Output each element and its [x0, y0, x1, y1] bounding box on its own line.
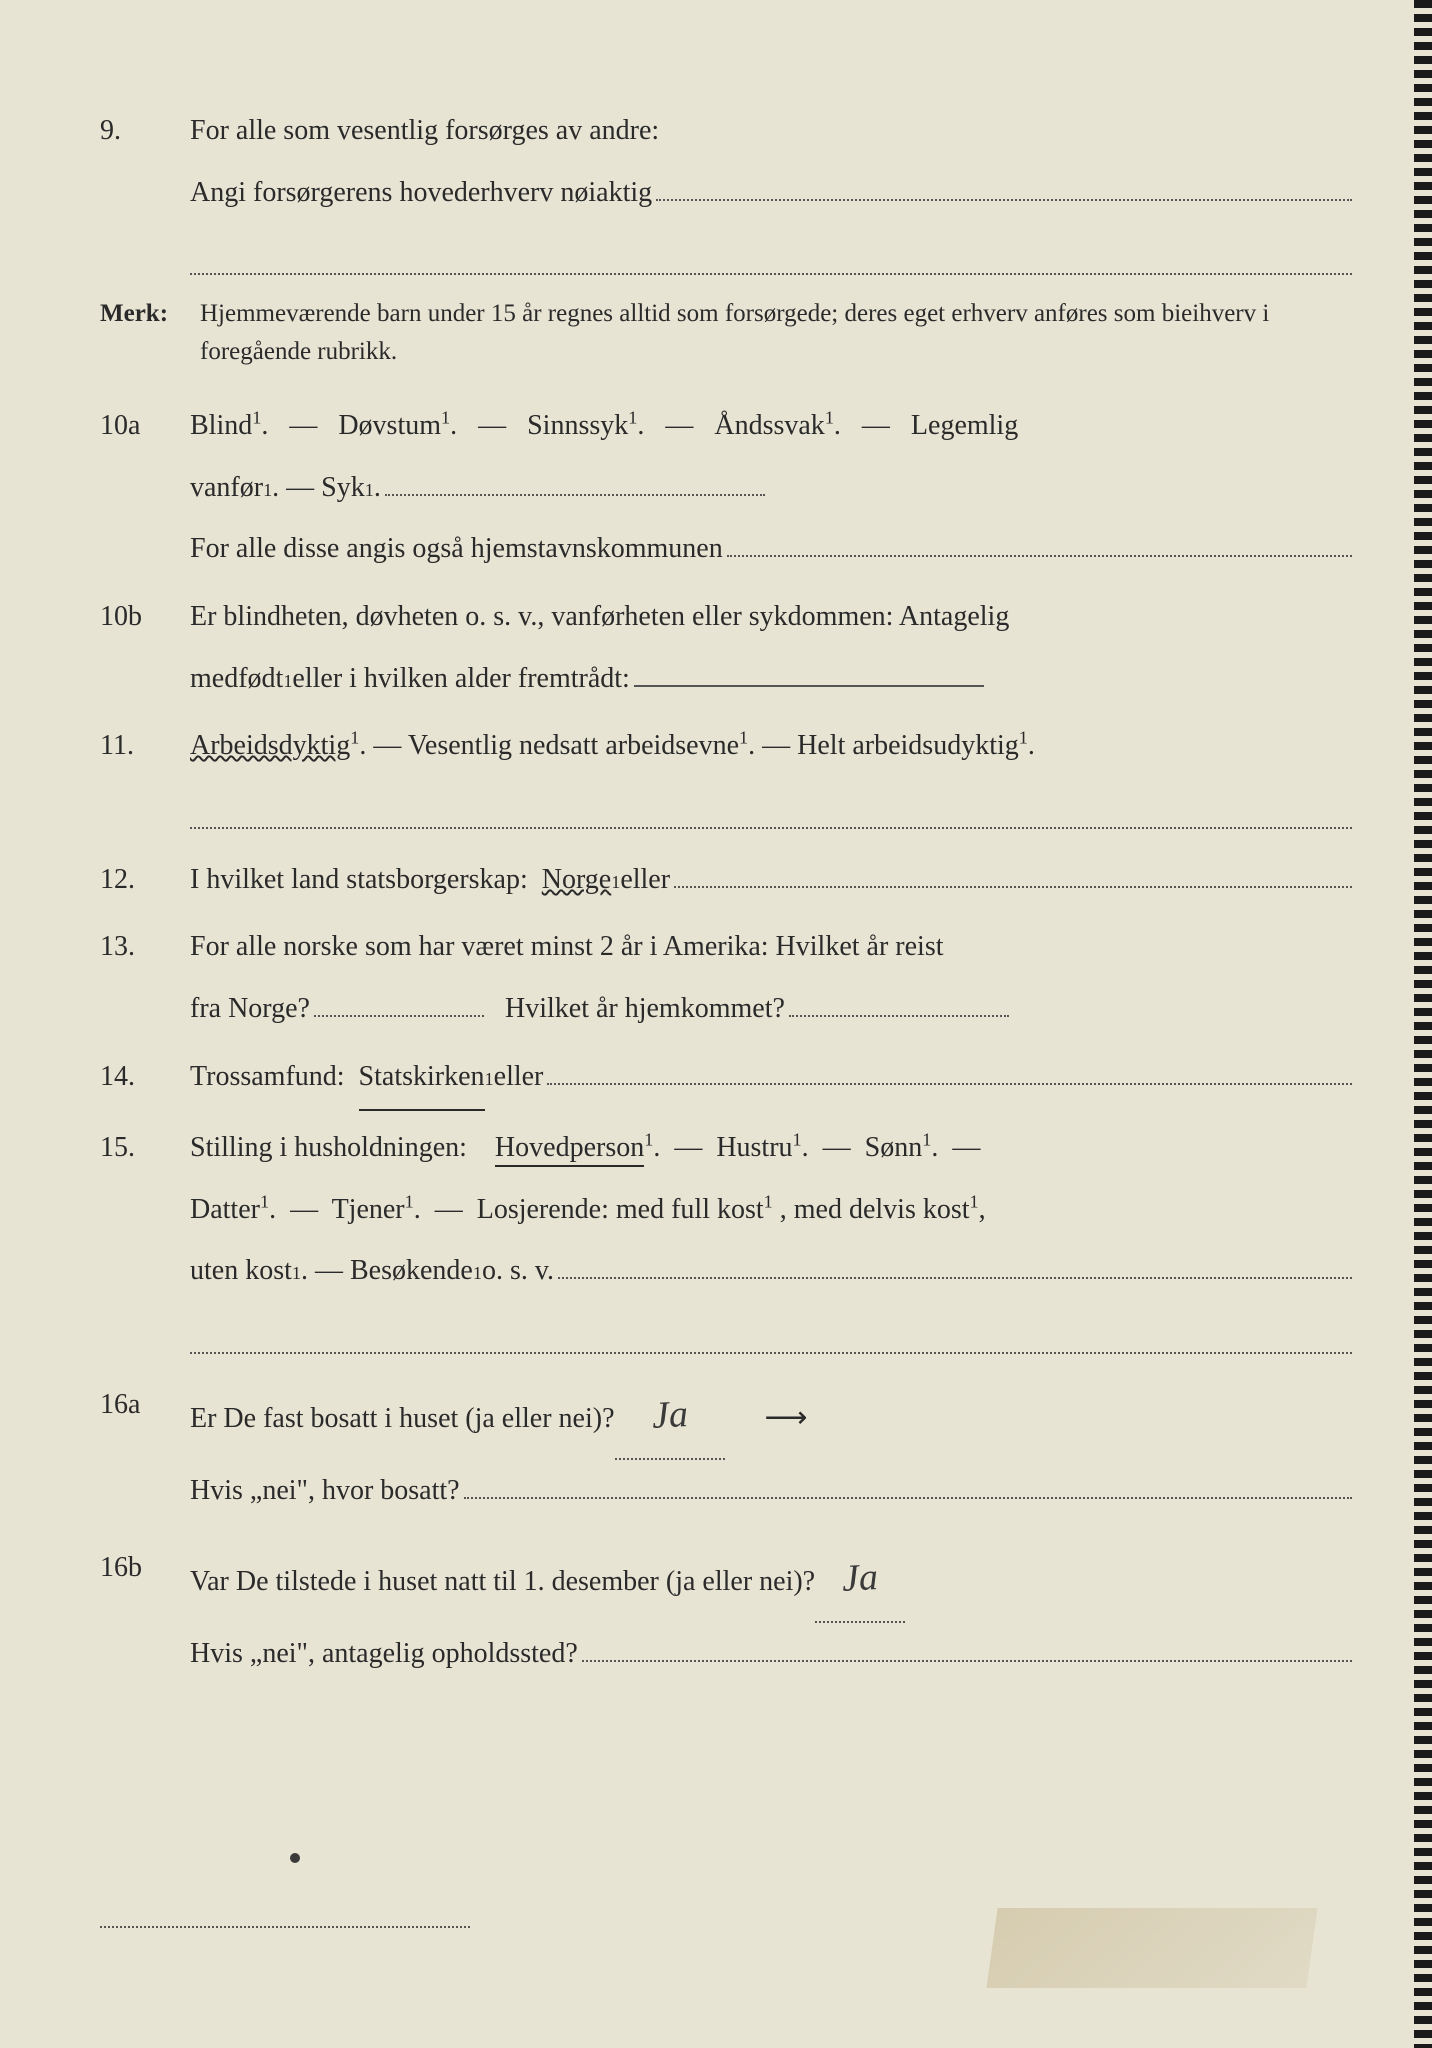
q13-text2: fra Norge? [190, 978, 310, 1040]
question-number: 10a [90, 395, 190, 580]
opt-arbeidsdyktig: Arbeidsdyktig [190, 730, 350, 761]
divider-line [190, 1322, 1352, 1354]
q12-text2: eller [620, 849, 670, 911]
opt-blind: Blind [190, 410, 252, 441]
fill-line [634, 685, 984, 687]
scan-edge [1414, 0, 1432, 2048]
opt-norge: Norge [542, 849, 611, 911]
answer-field: Ja [815, 1537, 905, 1623]
question-number: 16b [90, 1537, 190, 1684]
ink-dot [290, 1853, 300, 1863]
opt-statskirken: Statskirken [359, 1046, 485, 1112]
opt-sinnssyk: Sinnssyk [527, 410, 628, 441]
q15-text5: o. s. v. [482, 1240, 554, 1302]
opt-datter: Datter [190, 1194, 260, 1225]
question-number: 16a [90, 1374, 190, 1521]
q14-text1: Trossamfund: [190, 1046, 345, 1108]
question-15: 15. Stilling i husholdningen: Hovedperso… [90, 1117, 1352, 1302]
bottom-dotted-line [100, 1926, 470, 1928]
opt-vanfor: vanfør [190, 457, 263, 519]
q16a-text1: Er De fast bosatt i huset (ja eller nei)… [190, 1388, 615, 1450]
opt-tjener: Tjener [332, 1194, 405, 1225]
question-10a: 10a Blind1. — Døvstum1. — Sinnssyk1. — Å… [90, 395, 1352, 580]
question-12: 12. I hvilket land statsborgerskap: Norg… [90, 849, 1352, 911]
q10b-text1: Er blindheten, døvheten o. s. v., vanfør… [190, 586, 1352, 648]
q16a-text2: Hvis „nei", hvor bosatt? [190, 1460, 460, 1522]
fill-line [314, 1015, 484, 1017]
opt-legemlig: Legemlig [911, 410, 1018, 441]
fill-line [674, 886, 1352, 888]
question-9: 9. For alle som vesentlig forsørges av a… [90, 100, 1352, 223]
q10b-text3: eller i hvilken alder fremtrådt: [292, 648, 629, 710]
merk-note: Merk: Hjemmeværende barn under 15 år reg… [90, 295, 1352, 370]
q15-text4: uten kost [190, 1240, 292, 1302]
opt-sonn: Sønn [865, 1132, 923, 1163]
divider-line [190, 797, 1352, 829]
question-number: 10b [90, 586, 190, 709]
fill-line [385, 494, 765, 496]
fill-line [558, 1277, 1352, 1279]
question-14: 14. Trossamfund: Statskirken1 eller [90, 1046, 1352, 1112]
q13-text3: Hvilket år hjemkommet? [505, 978, 785, 1040]
q16b-text2: Hvis „nei", antagelig opholdssted? [190, 1623, 578, 1685]
question-16a: 16a Er De fast bosatt i huset (ja eller … [90, 1374, 1352, 1521]
handwritten-ja: Ja [649, 1373, 689, 1458]
q15-text1: Stilling i husholdningen: [190, 1132, 467, 1163]
question-number: 11. [90, 715, 190, 777]
q13-text1: For alle norske som har været minst 2 år… [190, 916, 1352, 978]
handwritten-ja: Ja [840, 1536, 880, 1621]
question-13: 13. For alle norske som har været minst … [90, 916, 1352, 1039]
q12-text1: I hvilket land statsborgerskap: [190, 849, 528, 911]
fill-line [464, 1497, 1352, 1499]
fill-line [789, 1015, 1009, 1017]
question-number: 14. [90, 1046, 190, 1112]
q10b-text2: medfødt [190, 648, 283, 710]
opt-besokende: Besøkende [350, 1240, 473, 1302]
fill-line [582, 1660, 1352, 1662]
question-number: 12. [90, 849, 190, 911]
fill-line [656, 199, 1352, 201]
answer-field: Ja [615, 1374, 725, 1460]
paper-stain [986, 1908, 1317, 1988]
opt-nedsatt: Vesentlig nedsatt arbeidsevne [408, 730, 739, 761]
q15-text3: , med delvis kost [780, 1194, 970, 1225]
merk-label: Merk: [90, 295, 200, 370]
question-11: 11. Arbeidsdyktig1. — Vesentlig nedsatt … [90, 715, 1352, 777]
question-number: 9. [90, 100, 190, 223]
opt-andssvak: Åndssvak [714, 410, 824, 441]
opt-dovstum: Døvstum [338, 410, 441, 441]
q9-line2: Angi forsørgerens hovederhverv nøiaktig [190, 162, 652, 224]
question-number: 15. [90, 1117, 190, 1302]
q10a-line3: For alle disse angis også hjemstavnskomm… [190, 518, 723, 580]
opt-hustru: Hustru [716, 1132, 792, 1163]
fill-line [727, 555, 1352, 557]
question-10b: 10b Er blindheten, døvheten o. s. v., va… [90, 586, 1352, 709]
opt-syk: Syk [321, 457, 365, 519]
merk-text: Hjemmeværende barn under 15 år regnes al… [200, 295, 1352, 370]
arrow-mark: ⟶ [765, 1385, 808, 1451]
opt-hovedperson: Hovedperson [495, 1132, 644, 1167]
q9-line1: For alle som vesentlig forsørges av andr… [190, 100, 1352, 162]
q16b-text1: Var De tilstede i huset natt til 1. dese… [190, 1551, 815, 1613]
divider-line [190, 243, 1352, 275]
question-16b: 16b Var De tilstede i huset natt til 1. … [90, 1537, 1352, 1684]
q14-text2: eller [494, 1046, 544, 1108]
opt-udyktig: Helt arbeidsudyktig [797, 730, 1019, 761]
fill-line [547, 1083, 1352, 1085]
q15-text2: Losjerende: med full kost [477, 1194, 764, 1225]
question-number: 13. [90, 916, 190, 1039]
